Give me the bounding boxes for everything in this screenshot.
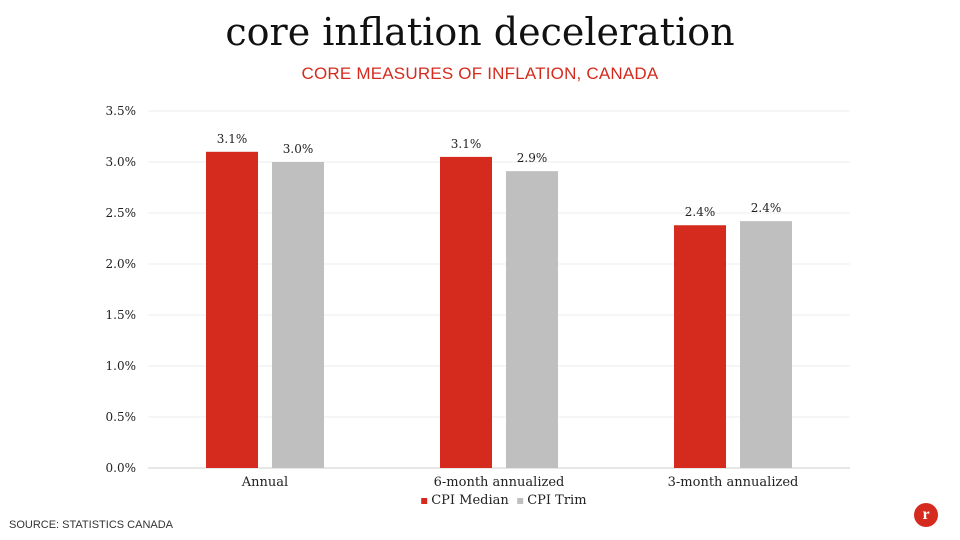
y-tick-label: 2.5% (106, 206, 137, 220)
source-note: SOURCE: STATISTICS CANADA (9, 519, 174, 531)
slide-title: core inflation deceleration (225, 10, 735, 54)
data-label: 2.4% (685, 205, 716, 219)
legend-swatch (517, 498, 524, 504)
y-tick-label: 0.0% (106, 461, 137, 475)
data-label: 3.1% (451, 137, 482, 151)
data-label: 3.1% (217, 132, 248, 146)
y-tick-label: 3.0% (106, 155, 137, 169)
slide-subtitle: CORE MEASURES OF INFLATION, CANADA (301, 64, 659, 83)
x-tick-label: 3-month annualized (668, 475, 799, 490)
legend-label: CPI Trim (527, 493, 586, 508)
y-tick-label: 0.5% (106, 410, 137, 424)
bar (740, 221, 792, 468)
logo-letter: r (922, 505, 930, 523)
data-label: 2.4% (751, 201, 782, 215)
legend-label: CPI Median (431, 493, 509, 508)
y-tick-label: 2.0% (106, 257, 137, 271)
x-tick-label: Annual (241, 475, 288, 490)
y-tick-label: 3.5% (106, 104, 137, 118)
data-label: 3.0% (283, 142, 314, 156)
data-label: 2.9% (517, 151, 548, 165)
legend-swatch (421, 498, 428, 504)
x-tick-label: 6-month annualized (434, 475, 565, 490)
brand-logo: r (914, 503, 938, 527)
y-tick-label: 1.0% (106, 359, 137, 373)
bar (674, 225, 726, 468)
bar (506, 171, 558, 468)
bar (206, 151, 258, 469)
bar (272, 162, 324, 468)
y-tick-label: 1.5% (106, 308, 137, 322)
bar (440, 156, 492, 468)
